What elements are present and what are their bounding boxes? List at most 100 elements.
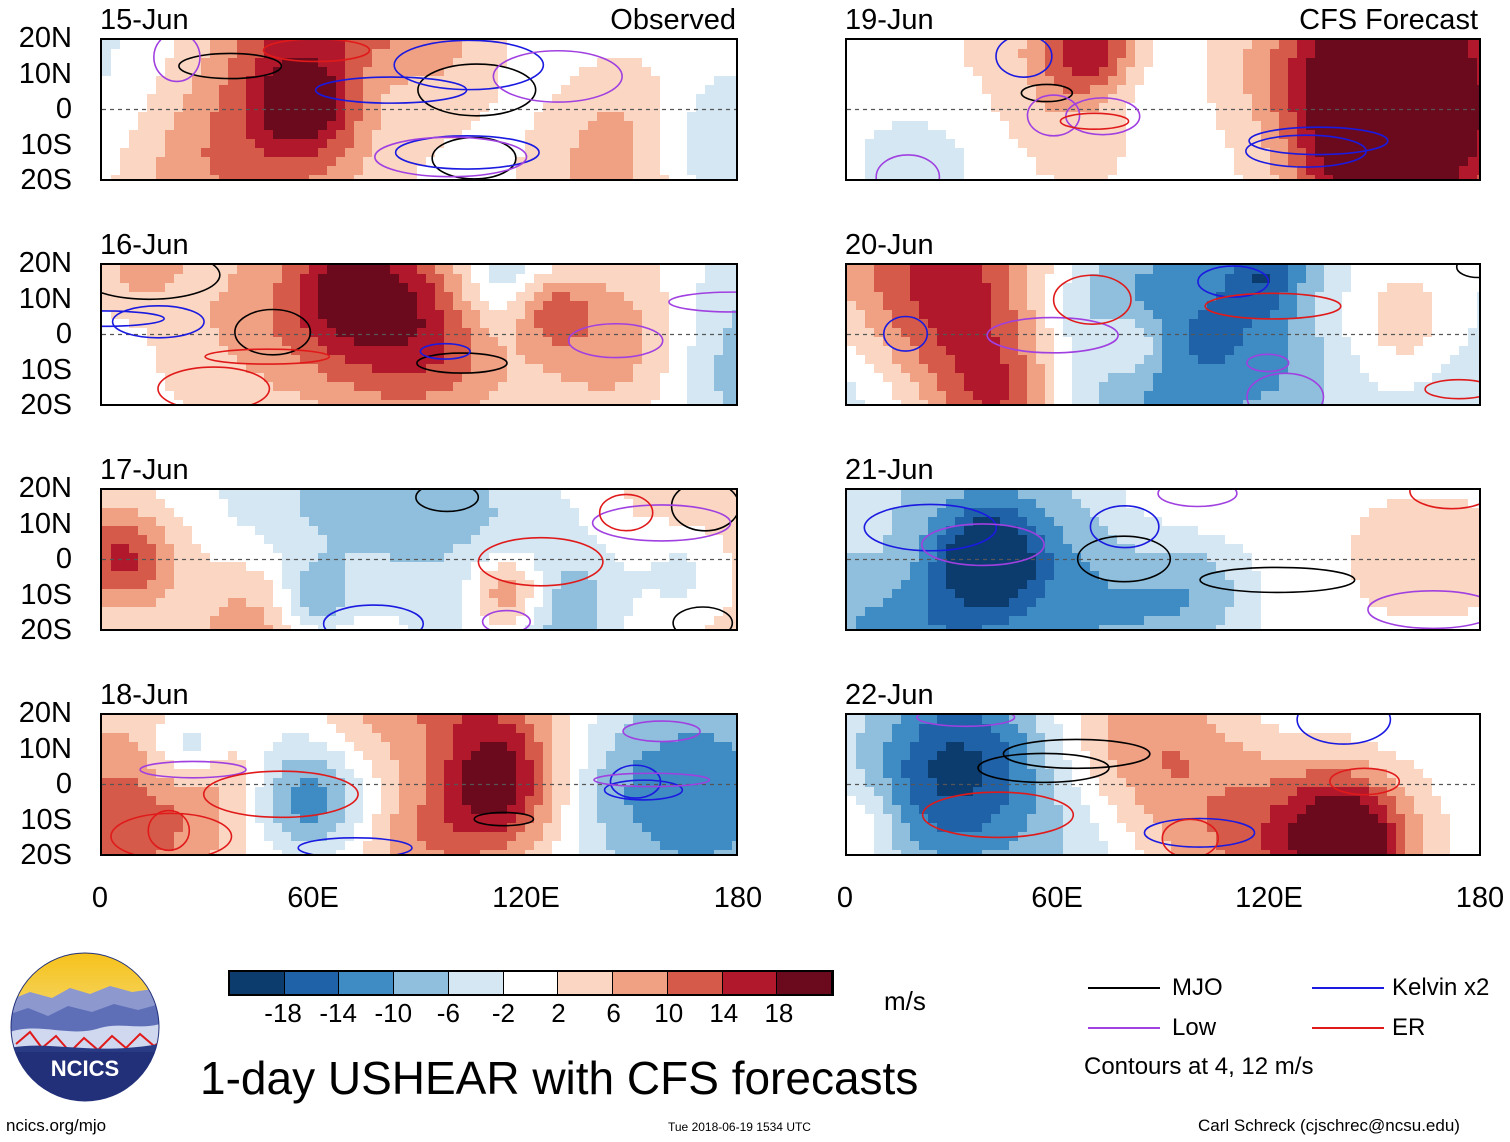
heatmap-cell	[228, 814, 238, 824]
heatmap-cell	[669, 535, 679, 545]
heatmap-cell	[561, 589, 571, 599]
heatmap-cell	[1081, 85, 1091, 95]
heatmap-cell	[633, 517, 643, 527]
heatmap-cell	[246, 733, 256, 743]
heatmap-cell	[300, 841, 310, 851]
heatmap-cell	[201, 328, 211, 338]
heatmap-cell	[282, 94, 292, 104]
heatmap-cell	[660, 562, 670, 572]
heatmap-cell	[390, 562, 400, 572]
heatmap-cell	[138, 49, 148, 59]
heatmap-cell	[633, 742, 643, 752]
heatmap-cell	[147, 40, 157, 50]
heatmap-cell	[471, 139, 481, 149]
heatmap-cell	[354, 751, 364, 761]
heatmap-cell	[705, 769, 715, 779]
heatmap-cell	[480, 328, 490, 338]
heatmap-cell	[237, 274, 247, 284]
heatmap-cell	[588, 562, 598, 572]
heatmap-cell	[354, 58, 364, 68]
heatmap-cell	[417, 301, 427, 311]
heatmap-cell	[579, 337, 589, 347]
heatmap-cell	[570, 499, 580, 509]
heatmap-cell	[210, 715, 220, 725]
heatmap-cell	[732, 715, 736, 725]
heatmap-cell	[723, 535, 733, 545]
heatmap-cell	[381, 121, 391, 131]
heatmap-cell	[390, 823, 400, 833]
heatmap-cell	[372, 562, 382, 572]
heatmap-cell	[192, 67, 202, 77]
heatmap-cell	[471, 751, 481, 761]
heatmap-cell	[552, 778, 562, 788]
heatmap-cell	[363, 67, 373, 77]
heatmap-cell	[507, 553, 517, 563]
heatmap-cell	[543, 175, 553, 179]
heatmap-cell	[453, 760, 463, 770]
heatmap-cell	[219, 337, 229, 347]
heatmap-cell	[273, 157, 283, 167]
heatmap-cell	[471, 625, 481, 629]
heatmap-cell	[705, 166, 715, 176]
heatmap-cell	[570, 607, 580, 617]
heatmap-cell	[237, 283, 247, 293]
heatmap-cell	[381, 40, 391, 50]
heatmap-cell	[642, 625, 652, 629]
heatmap-cell	[246, 94, 256, 104]
heatmap-cell	[516, 67, 526, 77]
heatmap-cell	[354, 175, 364, 179]
heatmap-cell	[606, 751, 616, 761]
heatmap-cell	[309, 535, 319, 545]
heatmap-cell	[210, 832, 220, 842]
heatmap-cell	[1342, 58, 1352, 68]
heatmap-cell	[669, 130, 679, 140]
heatmap-cell	[345, 292, 355, 302]
heatmap-cell	[489, 787, 499, 797]
heatmap-cell	[318, 589, 328, 599]
heatmap-cell	[255, 364, 265, 374]
heatmap-cell	[291, 508, 301, 518]
heatmap-cell	[561, 310, 571, 320]
heatmap-cell	[579, 166, 589, 176]
heatmap-cell	[291, 58, 301, 68]
heatmap-cell	[1450, 67, 1460, 77]
heatmap-cell	[507, 823, 517, 833]
heatmap-cell	[210, 292, 220, 302]
heatmap-cell	[642, 607, 652, 617]
heatmap-cell	[219, 121, 229, 131]
heatmap-cell	[255, 346, 265, 356]
heatmap-cell	[1396, 67, 1406, 77]
heatmap-cell	[192, 139, 202, 149]
heatmap-cell	[381, 814, 391, 824]
heatmap-cell	[696, 391, 706, 401]
heatmap-cell	[660, 733, 670, 743]
heatmap-cell	[687, 175, 697, 179]
heatmap-cell	[354, 769, 364, 779]
heatmap-cell	[642, 751, 652, 761]
heatmap-cell	[156, 742, 166, 752]
heatmap-cell	[865, 58, 875, 68]
heatmap-cell	[732, 391, 736, 401]
heatmap-cell	[453, 283, 463, 293]
heatmap-cell	[138, 355, 148, 365]
heatmap-cell	[687, 814, 697, 824]
heatmap-cell	[507, 400, 517, 404]
heatmap-cell	[651, 121, 661, 131]
heatmap-cell	[210, 508, 220, 518]
heatmap-cell	[426, 292, 436, 302]
heatmap-cell	[687, 112, 697, 122]
heatmap-cell	[102, 274, 112, 284]
heatmap-cell	[192, 85, 202, 95]
heatmap-cell	[964, 49, 974, 59]
heatmap-cell	[732, 517, 736, 527]
heatmap-cell	[606, 337, 616, 347]
heatmap-cell	[381, 283, 391, 293]
heatmap-cell	[615, 346, 625, 356]
heatmap-cell	[444, 823, 454, 833]
heatmap-cell	[372, 175, 382, 179]
heatmap-cell	[723, 94, 733, 104]
heatmap-cell	[498, 67, 508, 77]
heatmap-cell	[705, 508, 715, 518]
heatmap-cell	[327, 715, 337, 725]
heatmap-cell	[1243, 58, 1253, 68]
